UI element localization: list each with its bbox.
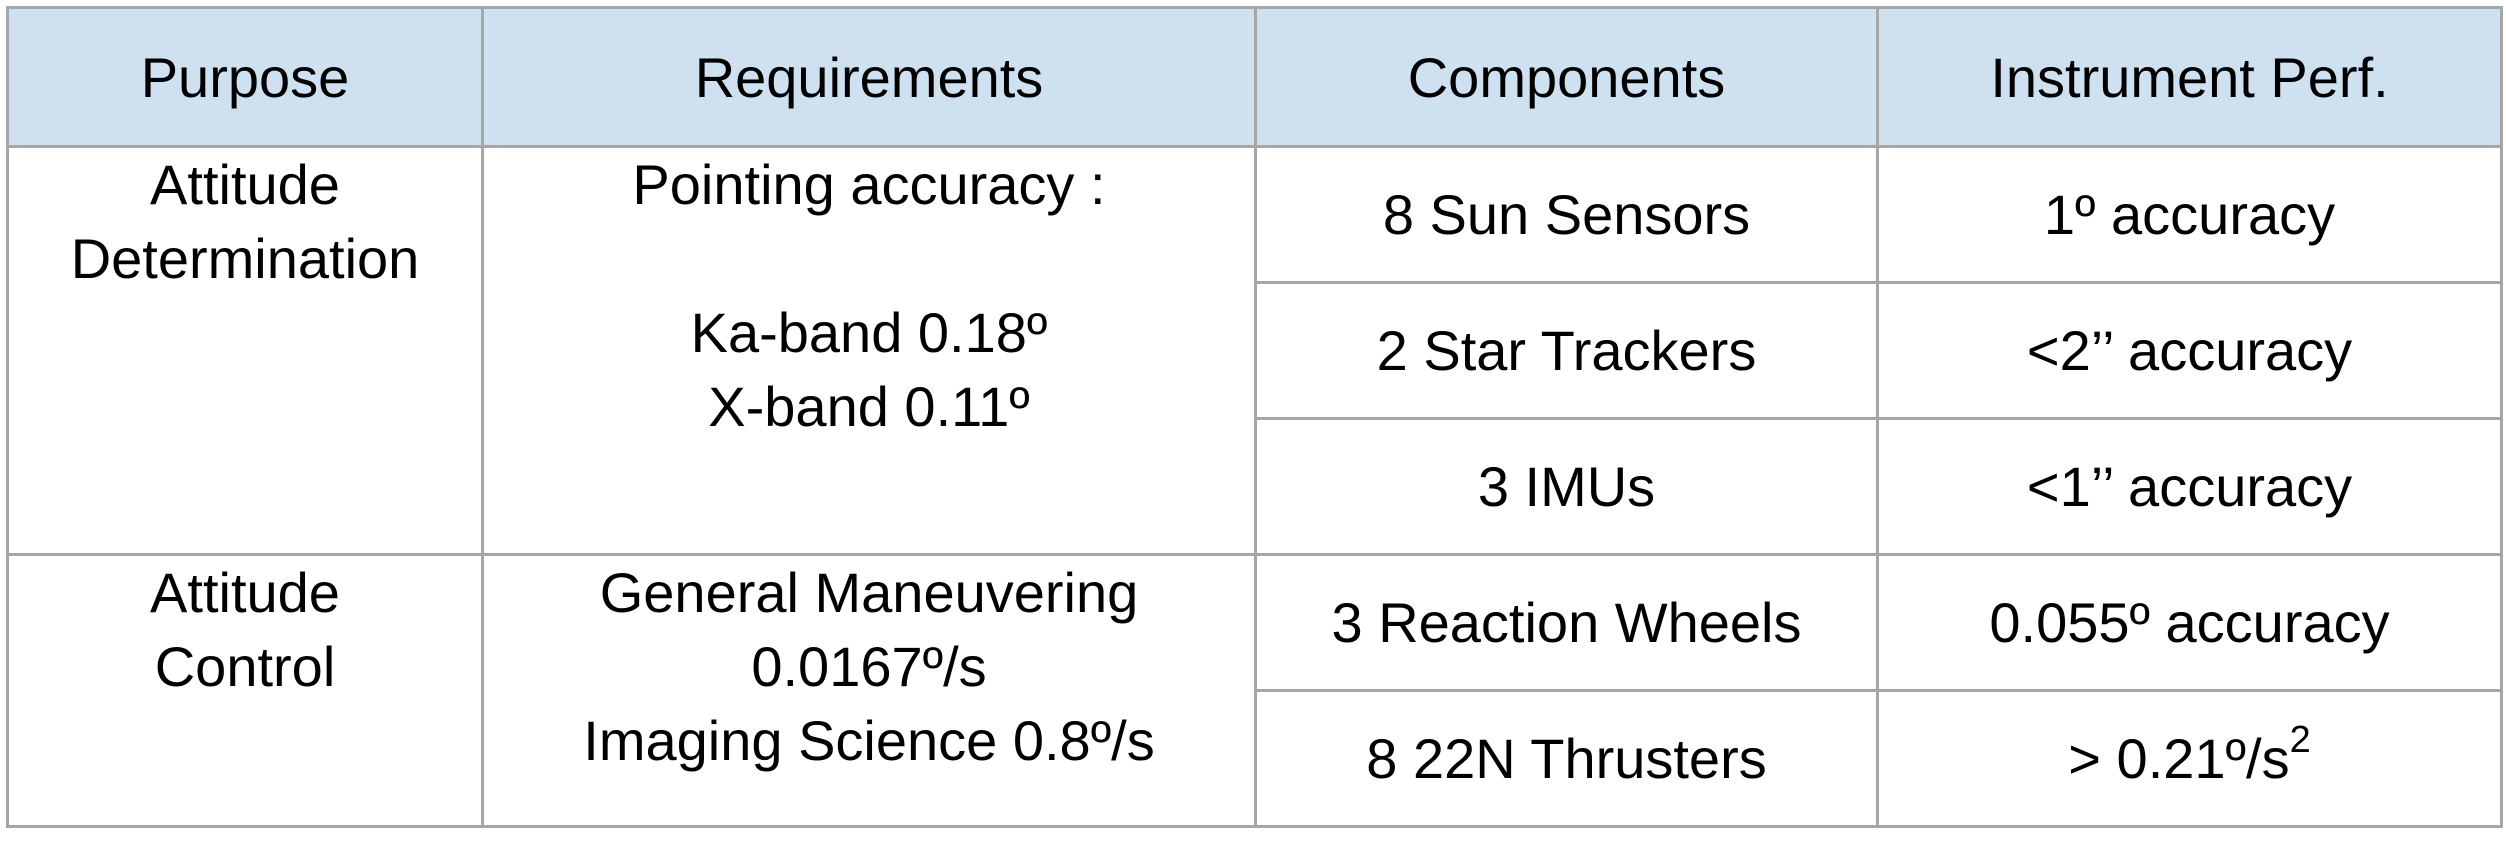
table-row: Attitude Determination Pointing accuracy…: [6, 145, 2503, 556]
performance-cell: <2’’ accuracy: [1876, 281, 2503, 420]
component-cell: 8 22N Thrusters: [1254, 689, 1879, 828]
requirement-line: Imaging Science 0.8º/s: [583, 709, 1155, 772]
purpose-line: Attitude: [150, 153, 340, 216]
requirements-cell-control: General Maneuvering 0.0167º/s Imaging Sc…: [481, 553, 1257, 828]
table-row: 2 Star Trackers <2’’ accuracy: [8, 281, 2503, 420]
purpose-line: Attitude: [150, 561, 340, 624]
table-row: 8 22N Thrusters > 0.21º/s2: [8, 689, 2503, 828]
requirement-line: Pointing accuracy :: [632, 153, 1106, 216]
component-cell: 2 Star Trackers: [1254, 281, 1879, 420]
performance-cell: > 0.21º/s2: [1876, 689, 2503, 828]
requirement-spacer: [484, 222, 1254, 296]
requirement-line: General Maneuvering: [599, 561, 1139, 624]
performance-cell: <1’’ accuracy: [1876, 417, 2503, 556]
component-cell: 8 Sun Sensors: [1254, 145, 1879, 284]
requirement-line: X-band 0.11º: [708, 375, 1030, 438]
requirements-cell-determination: Pointing accuracy : Ka-band 0.18º X-band…: [481, 145, 1257, 556]
header-row: Purpose Requirements Components Instrume…: [6, 6, 2503, 148]
table-container: Purpose Requirements Components Instrume…: [6, 6, 2503, 828]
component-cell: 3 Reaction Wheels: [1254, 553, 1879, 692]
header-instrument-perf: Instrument Perf.: [1876, 6, 2503, 148]
purpose-cell-determination: Attitude Determination: [6, 145, 484, 556]
performance-value: > 0.21º/s: [2068, 726, 2290, 790]
requirement-line: 0.0167º/s: [751, 635, 987, 698]
requirement-line: Ka-band 0.18º: [690, 301, 1048, 364]
header-requirements: Requirements: [481, 6, 1257, 148]
component-cell: 3 IMUs: [1254, 417, 1879, 556]
table-row: Attitude Control General Maneuvering 0.0…: [6, 553, 2503, 828]
performance-cell: 1º accuracy: [1876, 145, 2503, 284]
performance-cell: 0.055º accuracy: [1876, 553, 2503, 692]
header-components: Components: [1254, 6, 1879, 148]
purpose-line: Control: [154, 635, 336, 698]
table-row: 3 IMUs <1’’ accuracy: [8, 417, 2503, 556]
performance-exponent: 2: [2289, 718, 2311, 761]
purpose-line: Determination: [70, 227, 420, 290]
adcs-table: Purpose Requirements Components Instrume…: [6, 6, 2503, 828]
purpose-cell-control: Attitude Control: [6, 553, 484, 828]
header-purpose: Purpose: [6, 6, 484, 148]
